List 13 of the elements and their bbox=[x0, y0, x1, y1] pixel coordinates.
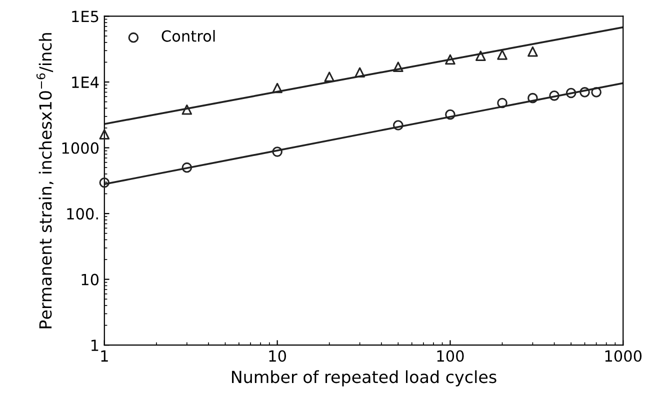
y-tick-label: 1E4 bbox=[72, 76, 99, 88]
y-tick-label: 1000 bbox=[62, 142, 99, 154]
y-tick-label: 100. bbox=[67, 208, 98, 220]
x-tick-label: 100 bbox=[437, 350, 464, 362]
x-tick-label: 10 bbox=[269, 350, 286, 362]
y-tick-label: 1 bbox=[92, 340, 98, 351]
y-axis-title: Permanent strain, inchesx10$^{−6}$/inch bbox=[36, 33, 54, 328]
x-axis-title: Number of repeated load cycles bbox=[232, 370, 496, 386]
x-tick-label: 1000 bbox=[605, 350, 642, 362]
x-tick-label: 1 bbox=[101, 350, 108, 362]
legend-label: Control bbox=[162, 30, 215, 42]
y-tick-label: 10 bbox=[82, 274, 99, 286]
y-tick-label: 1E5 bbox=[72, 10, 98, 22]
